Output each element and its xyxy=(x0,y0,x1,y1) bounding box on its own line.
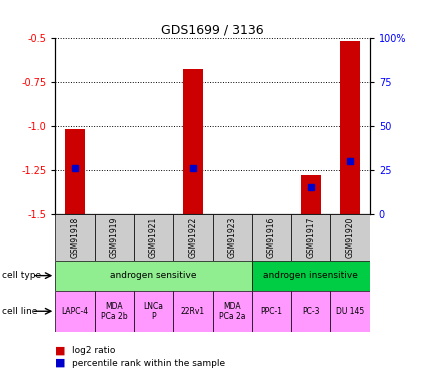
Text: PPC-1: PPC-1 xyxy=(261,307,283,316)
Text: MDA
PCa 2b: MDA PCa 2b xyxy=(101,302,128,321)
Text: GSM91919: GSM91919 xyxy=(110,216,119,258)
Text: GSM91916: GSM91916 xyxy=(267,216,276,258)
Bar xyxy=(301,175,320,214)
Bar xyxy=(252,291,291,332)
Text: GSM91920: GSM91920 xyxy=(346,216,354,258)
Title: GDS1699 / 3136: GDS1699 / 3136 xyxy=(161,23,264,36)
Bar xyxy=(331,214,370,261)
Bar xyxy=(94,291,134,332)
Bar xyxy=(291,291,331,332)
Bar xyxy=(173,214,212,261)
Text: PC-3: PC-3 xyxy=(302,307,320,316)
Text: GSM91922: GSM91922 xyxy=(188,217,197,258)
Text: LAPC-4: LAPC-4 xyxy=(61,307,88,316)
Bar xyxy=(340,41,360,214)
Bar xyxy=(55,214,94,261)
Text: cell type: cell type xyxy=(2,271,41,280)
Bar xyxy=(134,291,173,332)
Text: LNCa
P: LNCa P xyxy=(144,302,164,321)
Text: androgen insensitive: androgen insensitive xyxy=(264,271,358,280)
Bar xyxy=(183,69,203,214)
Bar xyxy=(331,291,370,332)
Bar xyxy=(94,214,134,261)
Bar xyxy=(212,291,252,332)
Text: cell line: cell line xyxy=(2,307,37,316)
Bar xyxy=(65,129,85,214)
Bar xyxy=(134,214,173,261)
Text: GSM91918: GSM91918 xyxy=(71,217,79,258)
Text: log2 ratio: log2 ratio xyxy=(72,346,116,355)
Text: androgen sensitive: androgen sensitive xyxy=(110,271,197,280)
Text: DU 145: DU 145 xyxy=(336,307,364,316)
Bar xyxy=(55,291,94,332)
Text: GSM91921: GSM91921 xyxy=(149,217,158,258)
Text: 22Rv1: 22Rv1 xyxy=(181,307,205,316)
Bar xyxy=(291,214,331,261)
Bar xyxy=(212,214,252,261)
Text: ■: ■ xyxy=(55,358,66,368)
Bar xyxy=(252,261,370,291)
Text: MDA
PCa 2a: MDA PCa 2a xyxy=(219,302,245,321)
Text: GSM91917: GSM91917 xyxy=(306,216,315,258)
Bar xyxy=(173,291,212,332)
Text: GSM91923: GSM91923 xyxy=(228,216,237,258)
Bar xyxy=(55,261,252,291)
Text: percentile rank within the sample: percentile rank within the sample xyxy=(72,358,225,368)
Text: ■: ■ xyxy=(55,346,66,355)
Bar xyxy=(252,214,291,261)
